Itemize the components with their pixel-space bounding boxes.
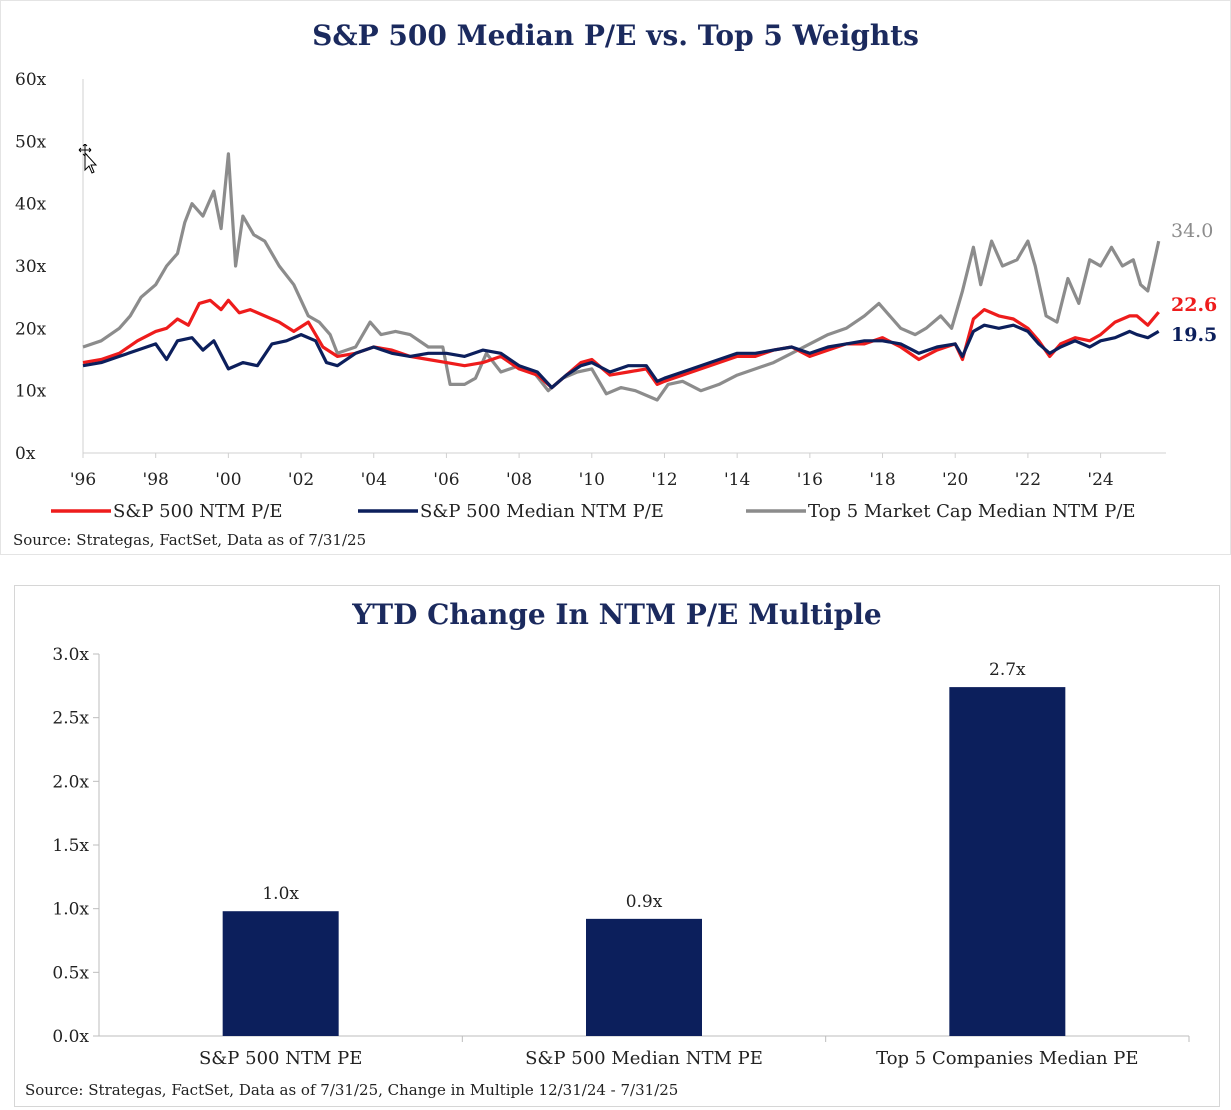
line-chart-title: S&P 500 Median P/E vs. Top 5 Weights [312,19,919,52]
y-tick-label: 20x [15,319,47,339]
x-tick-label: '00 [215,470,241,490]
x-tick-label: '20 [942,470,968,490]
bar-data-label: 0.9x [626,892,663,912]
series-end-label: 22.6 [1171,294,1217,316]
x-tick-label: '04 [361,470,387,490]
y-tick-label: 40x [15,195,47,215]
x-tick-label: '24 [1087,470,1113,490]
x-category-label: S&P 500 NTM PE [199,1048,362,1069]
bar-chart: 0.0x 0.5x 1.0x 1.5x 2.0x 2.5x 3.0x 1.0x S&P 500 … [52,645,1190,1069]
series-end-label: 34.0 [1171,220,1213,242]
x-category-label: S&P 500 Median NTM PE [525,1048,763,1069]
bar-chart-source: Source: Strategas, FactSet, Data as of 7… [25,1081,679,1099]
x-category-label: Top 5 Companies Median PE [876,1048,1138,1069]
series-line [82,152,1161,402]
y-tick-label: 0x [15,444,36,464]
legend-label: Top 5 Market Cap Median NTM P/E [808,501,1136,522]
line-chart-source: Source: Strategas, FactSet, Data as of 7… [13,531,367,549]
x-tick-label: '18 [869,470,895,490]
line-chart: 0x 10x 20x 30x 40x 50x 60x '96 '98 '00 '02 '04 '06 '0… [15,70,1217,522]
x-tick-label: '14 [724,470,750,490]
bar-chart-panel: YTD Change In NTM P/E Multiple 0.0x 0.5x 1… [14,585,1220,1107]
series-line [82,323,1160,390]
bar-data-label: 2.7x [989,660,1026,680]
x-tick-label: '98 [143,470,169,490]
x-tick-label: '12 [651,470,677,490]
series-line [82,298,1160,390]
line-chart-panel: S&P 500 Median P/E vs. Top 5 Weights 0x 1… [0,0,1231,555]
y-tick-label: 2.5x [52,709,89,729]
x-tick-label: '96 [70,470,96,490]
y-tick-label: 60x [15,70,47,90]
y-tick-label: 1.0x [52,900,89,920]
y-tick-label: 50x [15,132,47,152]
y-tick-label: 30x [15,257,47,277]
bar [222,911,339,1036]
bar-data-label: 1.0x [262,884,299,904]
x-tick-label: '06 [433,470,459,490]
bar [586,918,702,1036]
x-tick-label: '16 [797,470,823,490]
x-tick-label: '02 [288,470,314,490]
legend-label: S&P 500 NTM P/E [113,501,283,522]
move-cursor-icon [78,144,98,174]
legend-label: S&P 500 Median NTM P/E [420,501,664,522]
y-tick-label: 3.0x [52,645,89,665]
x-tick-label: '08 [506,470,532,490]
series-end-label: 19.5 [1171,324,1217,346]
y-tick-label: 2.0x [52,772,89,792]
bar [949,687,1066,1036]
bar-chart-title: YTD Change In NTM P/E Multiple [352,598,882,631]
x-tick-label: '10 [579,470,605,490]
x-tick-label: '22 [1015,470,1041,490]
y-tick-label: 0.0x [52,1027,89,1047]
y-tick-label: 10x [15,382,47,402]
y-tick-label: 0.5x [52,963,89,983]
y-tick-label: 1.5x [52,836,89,856]
